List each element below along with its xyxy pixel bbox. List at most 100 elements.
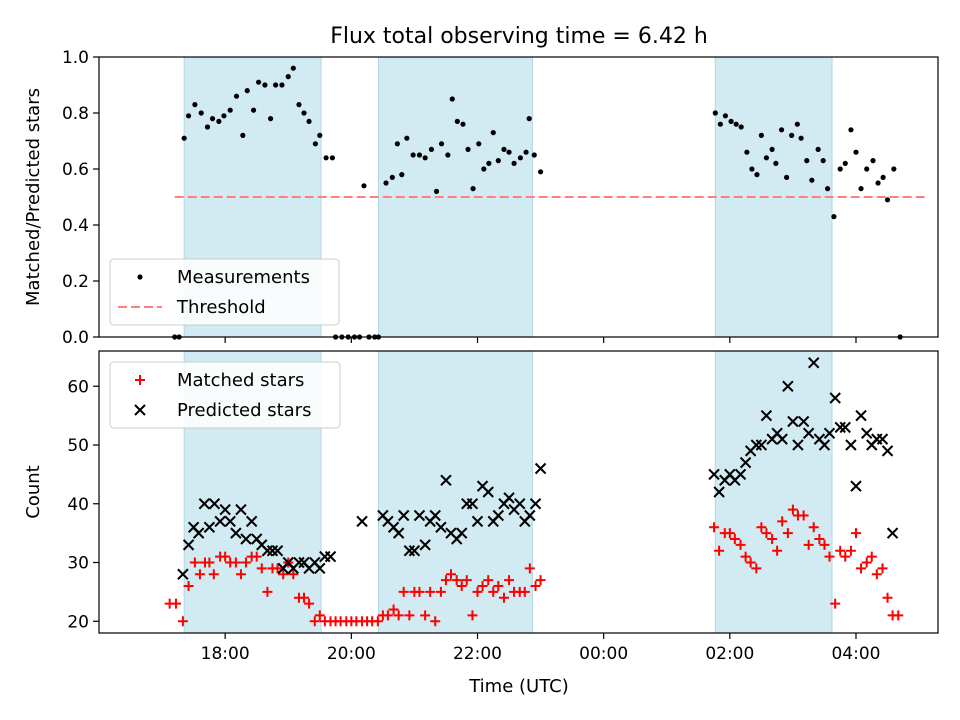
predicted-stars-point [823,427,836,439]
predicted-stars-point [876,433,889,445]
measurement-point [361,183,367,189]
matched-stars-point [208,569,219,580]
measurement-point [537,169,544,175]
matched-stars-point [183,581,194,591]
matched-stars-point [877,563,888,574]
predicted-stars-point [734,468,747,481]
predicted-stars-point [750,439,763,451]
y-tick-label: 20 [67,612,89,632]
matched-stars-point [787,504,798,515]
measurement-point [523,149,529,155]
measurement-point [290,65,296,71]
measurement-point [273,82,279,88]
measurement-point [262,82,268,88]
matched-stars-point [845,545,856,556]
matched-stars-point [393,610,404,621]
predicted-stars-point [397,509,410,522]
matched-stars-point [256,563,267,574]
measurement-point [185,113,192,119]
measurement-point [244,88,250,94]
measurement-point [198,110,204,116]
matched-stars-point [777,516,788,527]
predicted-stars-point [834,421,846,434]
matched-stars-point [535,575,546,586]
measurement-point [216,118,222,124]
matched-stars-point [882,592,893,603]
predicted-stars-point [845,439,857,451]
measurement-point [255,79,262,85]
measurement-point [221,113,227,119]
predicted-stars-point [203,521,216,533]
predicted-stars-point [240,533,252,545]
matched-stars-point [272,563,283,574]
matched-stars-point [835,545,846,556]
measurement-point [511,160,517,166]
measurement-point [506,149,512,155]
matched-stars-point [819,539,830,550]
matched-stars-point [278,569,289,580]
matched-stars-point [824,551,835,562]
measurement-point [233,93,240,99]
predicted-stars-point [456,527,468,539]
predicted-stars-point [440,474,452,486]
measurement-point [449,96,455,102]
measurement-point [526,116,532,122]
matched-stars-point [388,604,399,615]
matched-stars-point [808,522,819,533]
matched-stars-point [299,592,310,603]
predicted-stars-point [792,439,804,451]
x-tick-label: 22:00 [453,644,502,664]
matched-stars-point [398,586,409,597]
measurement-point [794,121,800,127]
top-panel-ylabel: Matched/Predicted stars [23,88,44,306]
matched-stars-point [798,510,809,521]
predicted-stars-point [797,415,810,428]
predicted-stars-point [861,427,873,439]
measurement-point [399,172,405,178]
matched-stars-point [304,598,315,609]
predicted-stars-point [392,527,405,539]
measurement-point [717,121,723,127]
predicted-stars-point [713,486,725,498]
matched-stars-point [840,551,851,562]
measurement-point [422,155,428,161]
measurement-point [733,121,739,127]
bottom-legend: Matched stars Predicted stars [109,361,341,429]
measurement-point [495,158,501,164]
measurement-point [773,160,779,166]
matched-stars-point [871,569,882,580]
measurement-point [306,118,312,124]
x-axis-label: Time (UTC) [468,676,569,697]
predicted-stars-point [839,421,851,434]
measurement-point [784,174,790,180]
matched-stars-point [177,616,188,627]
matched-stars-point [709,522,720,533]
predicted-stars-point [314,562,326,575]
x-tick-label: 18:00 [201,644,250,664]
predicted-stars-point [177,568,189,580]
matched-stars-point [170,598,181,609]
predicted-stars-point [534,462,547,475]
bottom-panel-ylabel: Count [23,465,44,518]
predicted-stars-point [739,456,752,469]
y-tick-label: 0.0 [62,328,89,348]
predicted-stars-point [271,545,284,557]
predicted-stars-point [829,392,841,404]
measurement-point [323,155,329,161]
measurement-point [428,146,435,152]
legend-label: Predicted stars [177,400,311,421]
matched-stars-point [461,575,472,586]
predicted-stars-point [760,409,773,422]
measurement-point [389,174,395,180]
measurement-point [778,127,785,133]
series-measurements [172,65,903,340]
matched-stars-point [382,610,393,621]
measurement-point [853,149,859,155]
matched-stars-point [420,610,431,621]
legend-predicted-marker [134,404,146,416]
measurement-point [712,110,718,116]
measurement-point [749,166,755,172]
predicted-stars-point [529,498,542,510]
measurement-point [181,135,187,141]
matched-stars-point [493,581,504,591]
